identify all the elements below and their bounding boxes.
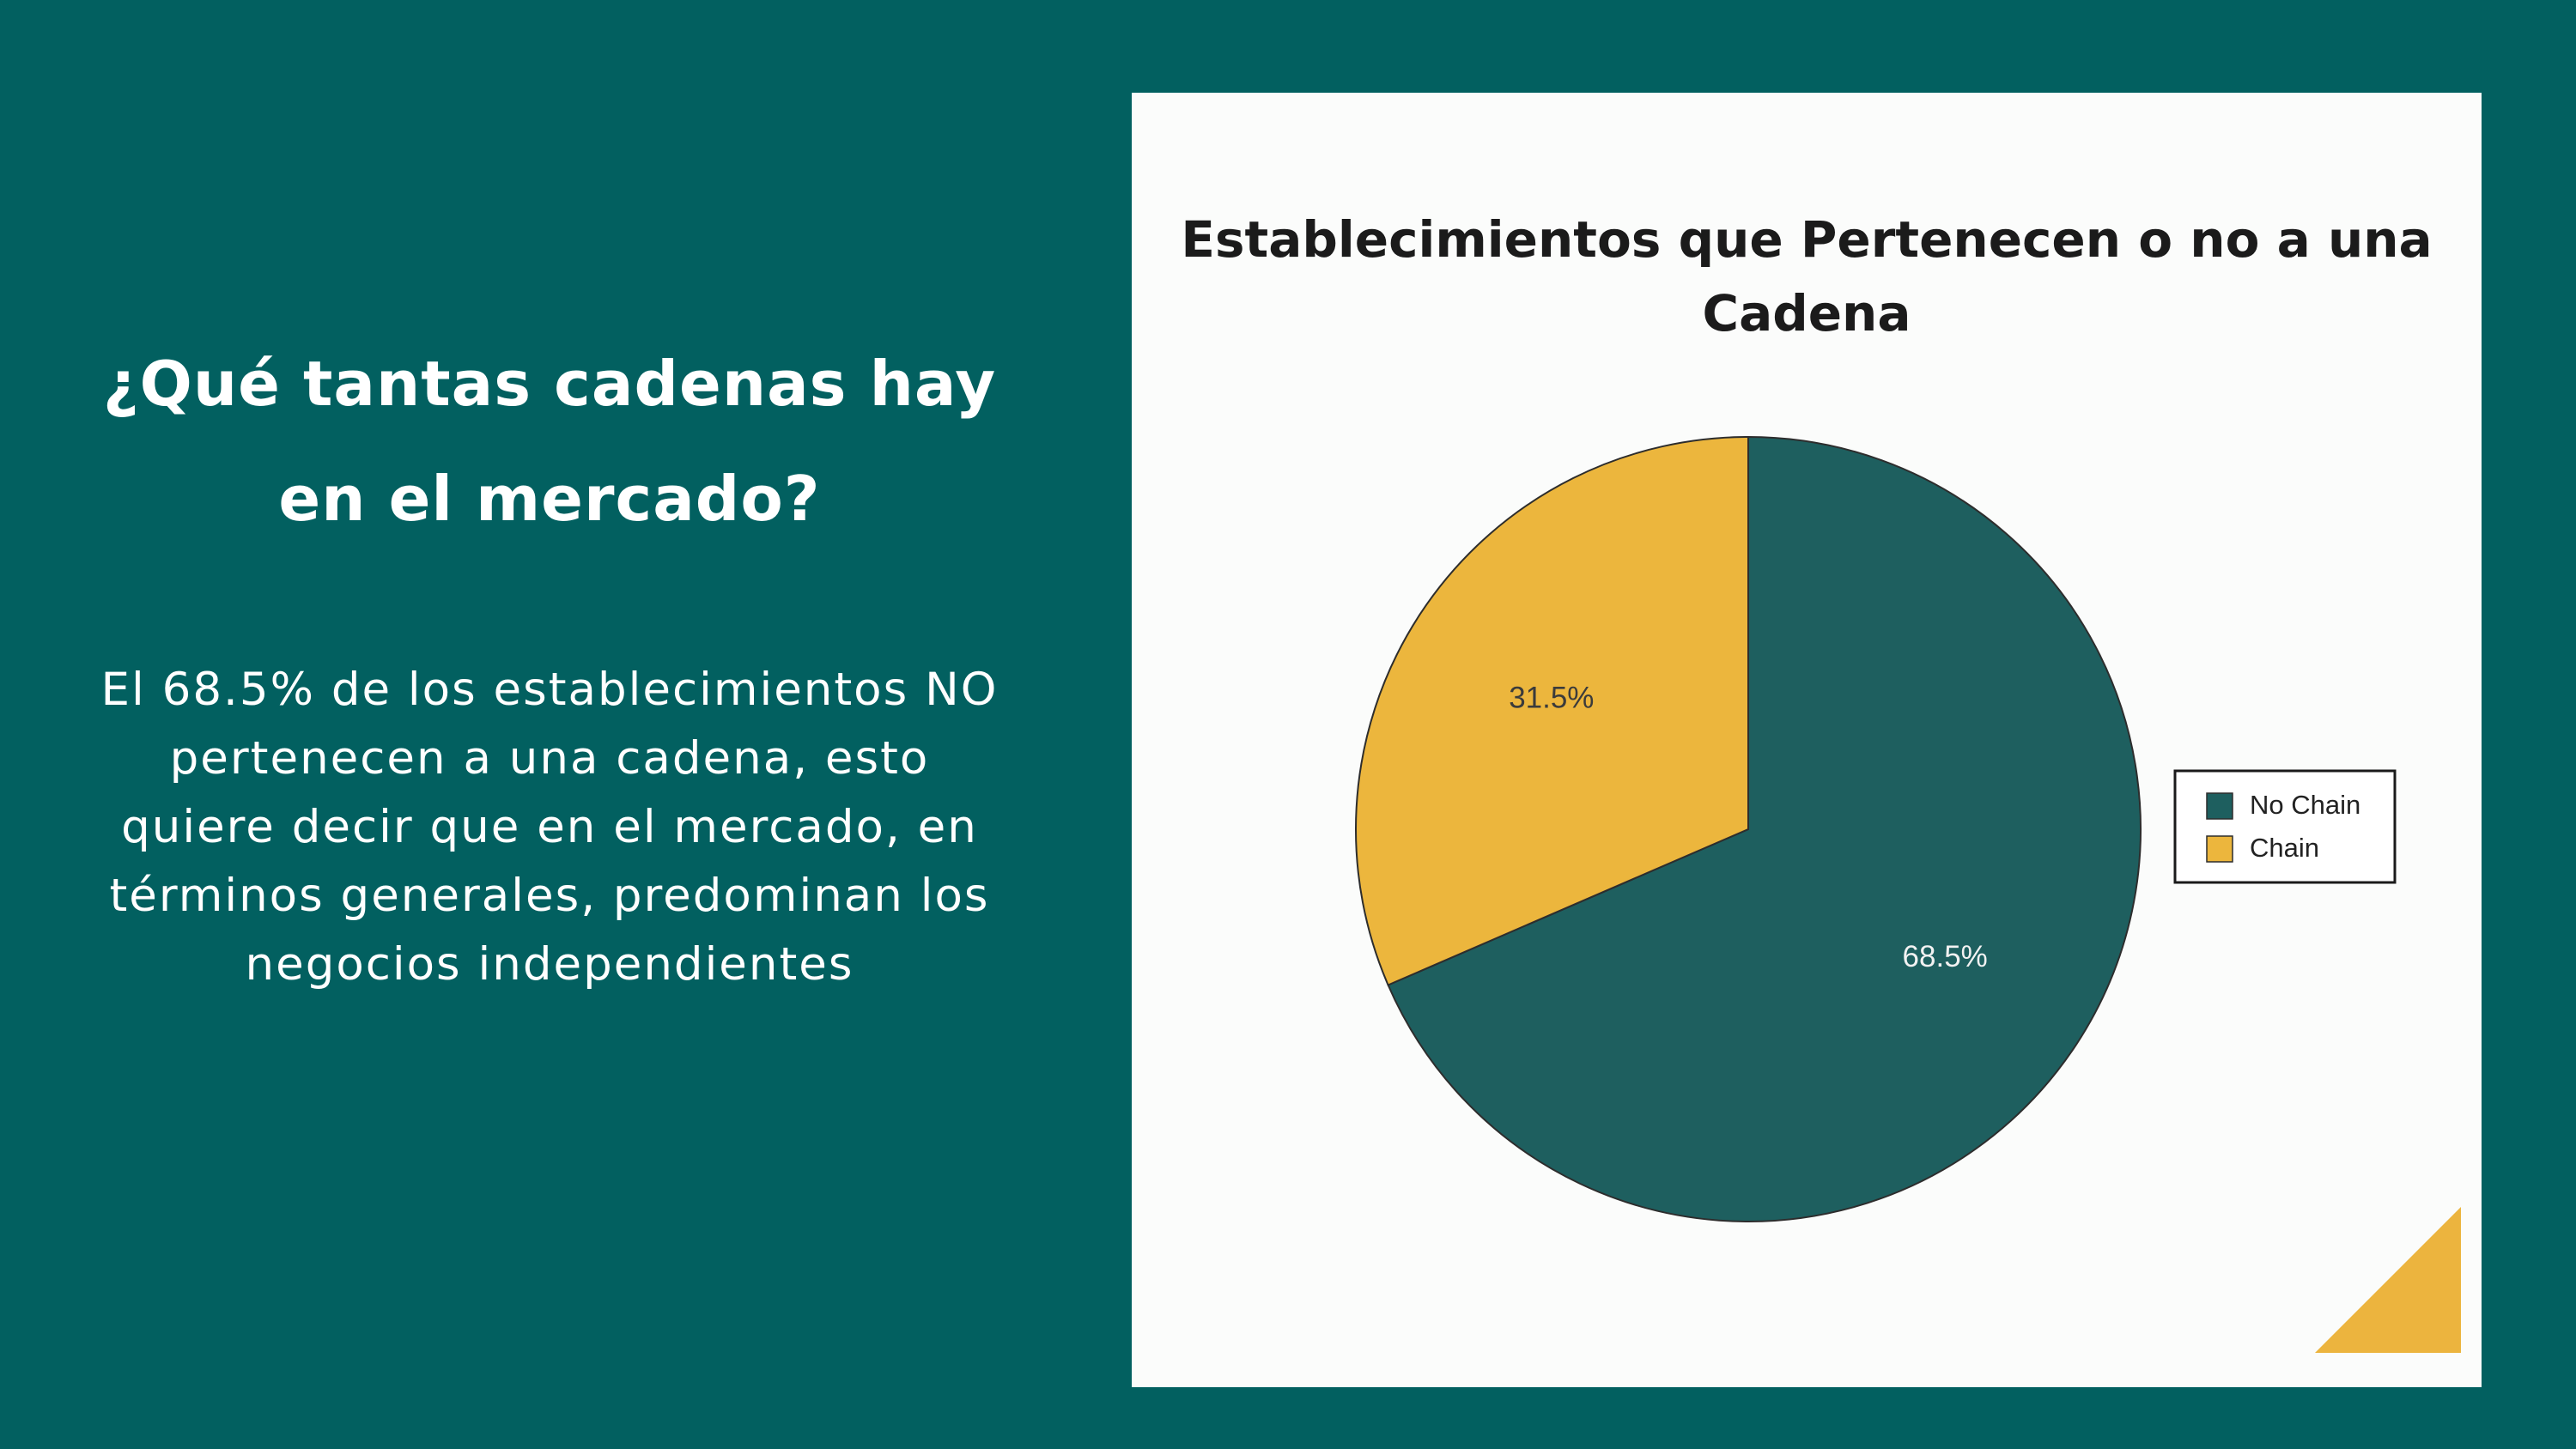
- legend-frame: [2173, 769, 2397, 884]
- pie-slices: [1355, 435, 2142, 1222]
- slide-text-panel: ¿Qué tantas cadenas hay en el mercado? E…: [52, 326, 1048, 999]
- pie-slice-no-chain: [1387, 435, 2142, 1222]
- legend-label-no-chain: No Chain: [2250, 790, 2360, 820]
- pie-chart: 68.5% 31.5% No Chain Chain: [1355, 435, 2397, 1222]
- chart-title: Establecimientos que Pertenecen o no a u…: [1132, 203, 2482, 350]
- slide-heading-line-1: ¿Qué tantas cadenas hay: [102, 348, 997, 420]
- pie-label-chain: 31.5%: [1509, 682, 1594, 715]
- legend-swatch-chain: [2206, 835, 2233, 863]
- pie-label-no-chain: 68.5%: [1903, 940, 1988, 973]
- chart-legend: No Chain Chain: [2173, 769, 2397, 884]
- legend-label-chain: Chain: [2250, 833, 2319, 863]
- chart-title-line-1: Establecimientos que Pertenecen o no a u…: [1181, 210, 2433, 269]
- corner-accent-triangle: [2315, 1207, 2461, 1353]
- legend-swatch-no-chain: [2206, 792, 2233, 820]
- slide-heading: ¿Qué tantas cadenas hay en el mercado?: [52, 326, 1048, 556]
- chart-card: Establecimientos que Pertenecen o no a u…: [1132, 93, 2482, 1387]
- pie-slice-chain: [1355, 435, 1749, 986]
- pie-slice-labels: 68.5% 31.5%: [1509, 682, 1988, 973]
- slide-body-text: El 68.5% de los establecimientos NO pert…: [100, 664, 999, 991]
- chart-title-line-2: Cadena: [1702, 284, 1911, 343]
- slide-heading-line-2: en el mercado?: [278, 463, 821, 535]
